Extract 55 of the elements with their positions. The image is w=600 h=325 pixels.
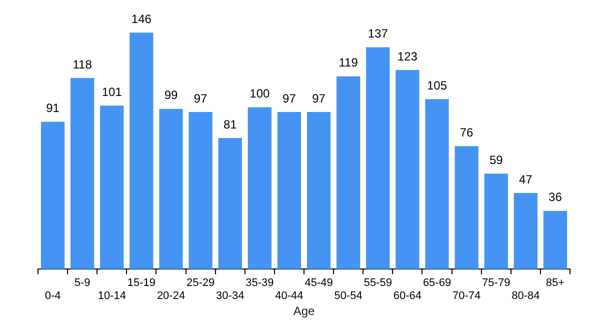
x-tick-label: 35-39 [246, 276, 274, 289]
bar [277, 112, 302, 270]
bar [306, 112, 331, 270]
bar [188, 112, 212, 270]
x-tick-label: 75-79 [482, 276, 510, 289]
bar [336, 76, 360, 270]
data-label: 81 [223, 117, 238, 132]
data-label: 59 [489, 152, 504, 167]
bar [218, 138, 242, 270]
x-tick-label: 80-84 [512, 290, 540, 302]
bar [366, 47, 390, 270]
x-tick-label: 10-14 [98, 290, 126, 302]
bar [40, 122, 65, 270]
data-label: 105 [426, 78, 448, 92]
bar [454, 146, 478, 270]
x-tick-label: 60-64 [393, 290, 422, 302]
x-tick-label: 30-34 [216, 290, 244, 302]
bar [70, 78, 94, 270]
data-label: 36 [548, 190, 562, 204]
bar [159, 108, 183, 270]
bar [484, 174, 508, 270]
x-tick-label: 50-54 [334, 290, 362, 302]
x-tick-label: 5-9 [74, 276, 90, 289]
x-tick-label: 20-24 [156, 290, 186, 302]
data-label: 97 [194, 91, 208, 106]
data-label: 146 [131, 12, 152, 26]
x-tick-label: 0-4 [44, 290, 61, 302]
x-tick-label: 85+ [546, 276, 565, 289]
data-label: 118 [72, 57, 92, 72]
bar [248, 107, 272, 270]
data-label: 119 [338, 56, 358, 70]
data-label: 76 [460, 125, 474, 140]
bar [396, 70, 420, 270]
data-label: 137 [368, 26, 388, 41]
data-label: 97 [282, 91, 296, 106]
data-label: 91 [46, 101, 60, 116]
bar [130, 32, 154, 270]
x-tick-label: 25-29 [186, 276, 215, 289]
data-label: 99 [164, 88, 178, 102]
data-label: 47 [518, 172, 533, 186]
x-tick-label: 65-69 [422, 276, 452, 289]
data-label: 101 [102, 84, 122, 99]
x-tick-label: 15-19 [127, 276, 156, 289]
bar [514, 193, 538, 270]
bar [543, 210, 568, 270]
x-tick-label: 55-59 [364, 276, 392, 289]
x-axis-title: Age [293, 304, 315, 318]
bar [425, 99, 449, 270]
bar [100, 106, 124, 270]
data-label: 100 [250, 86, 270, 101]
data-label: 123 [397, 49, 418, 64]
data-label: 97 [312, 91, 326, 106]
x-tick-label: 70-74 [452, 290, 481, 302]
x-tick-label: 40-44 [275, 290, 304, 302]
x-tick-label: 45-49 [304, 276, 333, 289]
